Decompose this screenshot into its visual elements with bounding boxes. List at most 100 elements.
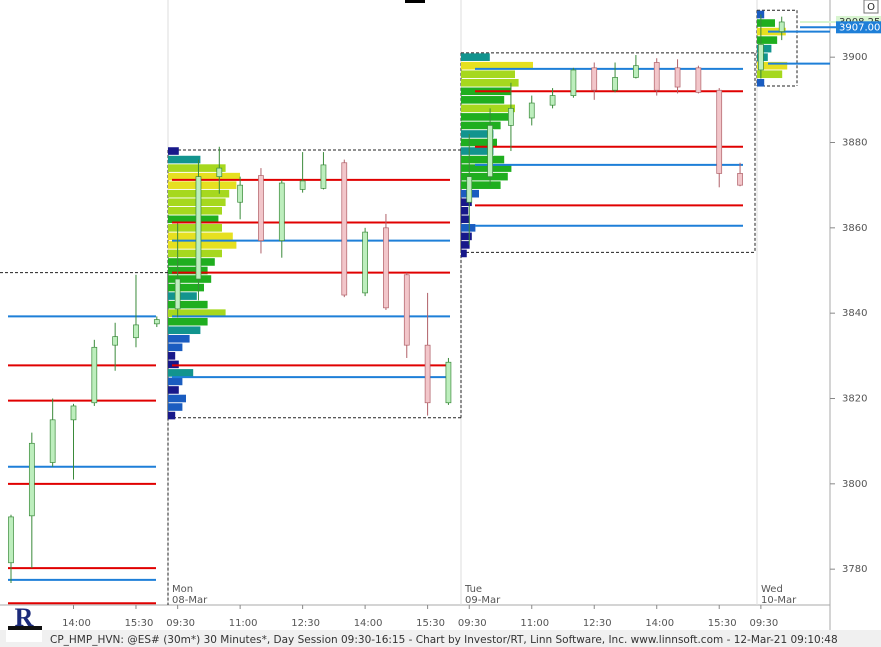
volume-profile-bar (168, 258, 215, 266)
candle-body (424, 344, 431, 404)
volume-profile-bar (461, 70, 515, 79)
x-tick-label: 14:00 (62, 618, 91, 629)
candle-body (237, 184, 243, 203)
volume-profile-bar (168, 411, 176, 420)
candle-body (320, 164, 327, 189)
day-label: Mon (172, 584, 193, 595)
date-label: 09-Mar (465, 595, 501, 606)
logo-box (6, 608, 42, 642)
x-tick-label: 09:30 (458, 618, 487, 629)
volume-profile-bar (168, 394, 186, 403)
candle-body (383, 227, 389, 309)
volume-profile-bar (461, 241, 470, 249)
logo: R (15, 603, 34, 632)
volume-profile-bar (461, 198, 472, 207)
price-label-box (836, 21, 881, 34)
volume-profile-bar (461, 206, 469, 215)
y-tick-label: 3880 (842, 138, 867, 149)
volume-profile-bar (168, 283, 204, 292)
volume-profile-bar (461, 53, 490, 61)
candle-body (528, 102, 535, 119)
candle-body (633, 65, 639, 78)
candle-body (362, 231, 368, 294)
price-label: 3907.00 (839, 22, 880, 33)
volume-profile-bar (461, 215, 470, 224)
volume-profile-bar (757, 19, 775, 27)
volume-profile-bar (757, 61, 788, 70)
volume-profile-bar (168, 300, 208, 309)
candle-body (758, 44, 764, 71)
volume-profile-bar (461, 121, 501, 130)
y-tick-label: 3820 (842, 393, 867, 404)
volume-profile-bar (461, 113, 512, 121)
volume-profile-bar (461, 96, 505, 104)
toolbar-marker (405, 0, 425, 3)
volume-profile-bar (461, 224, 476, 232)
volume-profile-bar (461, 78, 519, 87)
volume-profile-bar (461, 130, 494, 138)
candle-body (445, 361, 452, 404)
x-tick-label: 11:00 (229, 618, 258, 629)
date-label: 08-Mar (172, 595, 208, 606)
volume-profile-bar (757, 36, 778, 44)
x-tick-label: 15:30 (708, 618, 737, 629)
candle-body (612, 77, 618, 91)
candle-body (341, 162, 348, 296)
volume-profile-bar (461, 147, 494, 155)
volume-profile-bar (168, 352, 176, 360)
candle-body (216, 167, 223, 177)
candle-body (716, 89, 723, 174)
candle-body (195, 176, 202, 280)
candle-body (466, 176, 473, 203)
volume-profile-bar (461, 138, 497, 147)
x-tick-label: 12:30 (291, 618, 320, 629)
volume-profile-bar (461, 249, 467, 258)
candle-body (737, 173, 743, 186)
volume-profile-bar (168, 386, 179, 394)
menu-button[interactable] (863, 0, 879, 14)
candle-body (653, 62, 660, 91)
candle-body (674, 67, 681, 88)
volume-profile-bar (168, 206, 222, 215)
x-tick-label: 14:00 (645, 618, 674, 629)
footer: CP_HMP_HVN: @ES# (30m*) 30 Minutes*, Day… (50, 634, 838, 646)
volume-profile-bar (168, 147, 179, 155)
y-tick-label: 3780 (842, 564, 867, 575)
volume-profile-bar (461, 61, 533, 70)
volume-profile-bar (461, 232, 472, 241)
y-tick-label: 3840 (842, 308, 867, 319)
candle-body (133, 324, 139, 339)
y-tick-label: 3900 (842, 52, 867, 63)
volume-profile-bar (461, 164, 512, 172)
volume-profile-bar (168, 317, 208, 326)
candle-body (549, 95, 556, 106)
candle-body (695, 67, 702, 93)
day-label: Wed (761, 584, 783, 595)
volume-profile-bar (168, 181, 237, 189)
volume-profile-bar (168, 249, 222, 258)
day-label: Tue (464, 584, 482, 595)
y-tick-label: 3800 (842, 479, 867, 490)
logo-band (8, 626, 42, 630)
x-tick-label: 11:00 (520, 618, 549, 629)
volume-profile-bar (168, 369, 194, 377)
volume-profile-bar (168, 403, 183, 411)
candle-body (403, 274, 410, 346)
volume-profile-bar (168, 215, 219, 224)
volume-profile-bar (461, 172, 508, 181)
candle-body (258, 175, 264, 241)
candle-body (299, 180, 306, 190)
volume-profile-bar (757, 70, 783, 79)
x-tick-label: 12:30 (583, 618, 612, 629)
volume-profile-bar (168, 343, 183, 352)
x-tick-label: 09:30 (166, 618, 195, 629)
candle-body (49, 419, 56, 463)
volume-profile-bar (461, 104, 515, 113)
x-tick-label: 15:30 (416, 618, 445, 629)
x-tick-label: 14:00 (354, 618, 383, 629)
menu-button-label[interactable]: O (867, 2, 875, 13)
candle-body (591, 67, 598, 91)
volume-profile-bar (168, 224, 222, 232)
volume-profile-bar (168, 360, 179, 369)
